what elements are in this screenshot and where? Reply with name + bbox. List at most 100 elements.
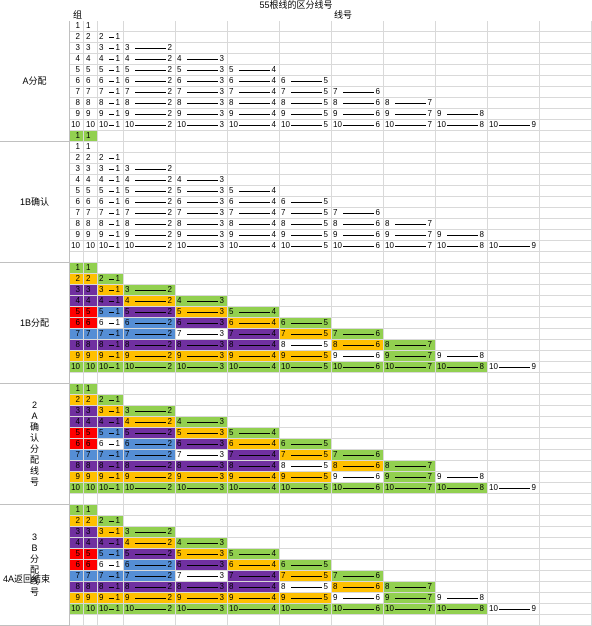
wire-from: 8: [177, 340, 182, 349]
wire-line: [109, 333, 114, 335]
wire-pair: 10 2: [124, 120, 176, 131]
wire-line: [109, 80, 114, 82]
wire-from: 2: [99, 32, 104, 41]
empty-cell: [384, 252, 436, 263]
empty-cell: [384, 450, 436, 461]
wire-line: [109, 47, 114, 49]
empty-cell: [436, 538, 488, 549]
wire-line: [395, 465, 426, 467]
wire-line: [239, 564, 270, 566]
empty-cell: [436, 505, 488, 516]
wire-from: 10: [125, 604, 134, 613]
empty-cell: [124, 516, 176, 527]
wire-line: [187, 553, 218, 555]
wire-line: [135, 212, 166, 214]
row-number: 10: [70, 120, 84, 131]
empty-cell: [384, 263, 436, 274]
empty-cell: [488, 571, 540, 582]
row-number: 1: [70, 21, 84, 32]
wire-line: [447, 608, 478, 610]
wire-line: [109, 443, 114, 445]
empty-cell: [280, 263, 332, 274]
empty-cell: [540, 483, 592, 494]
row-number: 10: [70, 604, 84, 615]
empty-cell: [540, 384, 592, 395]
wire-from: 9: [229, 593, 234, 602]
empty-cell: [384, 406, 436, 417]
empty-cell: [228, 373, 280, 384]
row-number: 1: [84, 384, 98, 395]
wire-to: 8: [479, 483, 484, 492]
row-number: 1: [84, 21, 98, 32]
empty-cell: [280, 516, 332, 527]
wire-to: 5: [323, 230, 328, 239]
wire-line: [239, 212, 270, 214]
wire-to: 3: [219, 175, 224, 184]
wire-to: 6: [375, 219, 380, 228]
wire-line: [291, 487, 322, 489]
wire-line: [291, 366, 322, 368]
wire-from: 3: [99, 406, 104, 415]
empty-cell: [384, 142, 436, 153]
wire-pair: 10 2: [124, 362, 176, 373]
wire-line: [109, 190, 114, 192]
wire-line: [109, 124, 114, 126]
wire-line: [499, 124, 530, 126]
wire-pair: 10 3: [176, 362, 228, 373]
empty-cell: [540, 252, 592, 263]
wire-to: 5: [323, 329, 328, 338]
empty-cell: [540, 186, 592, 197]
empty-cell: [540, 571, 592, 582]
empty-cell: [488, 516, 540, 527]
row-number: 5: [84, 549, 98, 560]
empty-cell: [176, 384, 228, 395]
wire-from: 9: [177, 472, 182, 481]
wire-line: [239, 190, 270, 192]
wire-to: 5: [323, 472, 328, 481]
wire-line: [239, 465, 270, 467]
row-number: 3: [84, 43, 98, 54]
wire-to: 1: [115, 582, 120, 591]
wire-line: [447, 113, 478, 115]
empty-cell: [280, 252, 332, 263]
wire-line: [291, 465, 322, 467]
wire-from: 5: [125, 549, 130, 558]
wire-line: [135, 465, 166, 467]
empty-cell: [436, 439, 488, 450]
empty-cell: [436, 32, 488, 43]
empty-cell: [280, 164, 332, 175]
wire-line: [239, 476, 270, 478]
wire-from: 8: [177, 219, 182, 228]
wire-from: 4: [125, 175, 130, 184]
row-number: 4: [70, 54, 84, 65]
empty-cell: [384, 153, 436, 164]
empty-cell: [436, 571, 488, 582]
wire-to: 3: [219, 483, 224, 492]
wire-from: 7: [229, 571, 234, 580]
wire-to: 4: [271, 230, 276, 239]
wire-pair: 10 4: [228, 241, 280, 252]
wire-line: [135, 47, 166, 49]
row-number: 2: [84, 32, 98, 43]
empty-cell: [280, 373, 332, 384]
wire-line: [291, 344, 322, 346]
wire-line: [447, 355, 478, 357]
wire-line: [187, 223, 218, 225]
wire-from: 6: [99, 560, 104, 569]
wire-from: 6: [99, 76, 104, 85]
wire-line: [187, 212, 218, 214]
wire-from: 6: [125, 560, 130, 569]
